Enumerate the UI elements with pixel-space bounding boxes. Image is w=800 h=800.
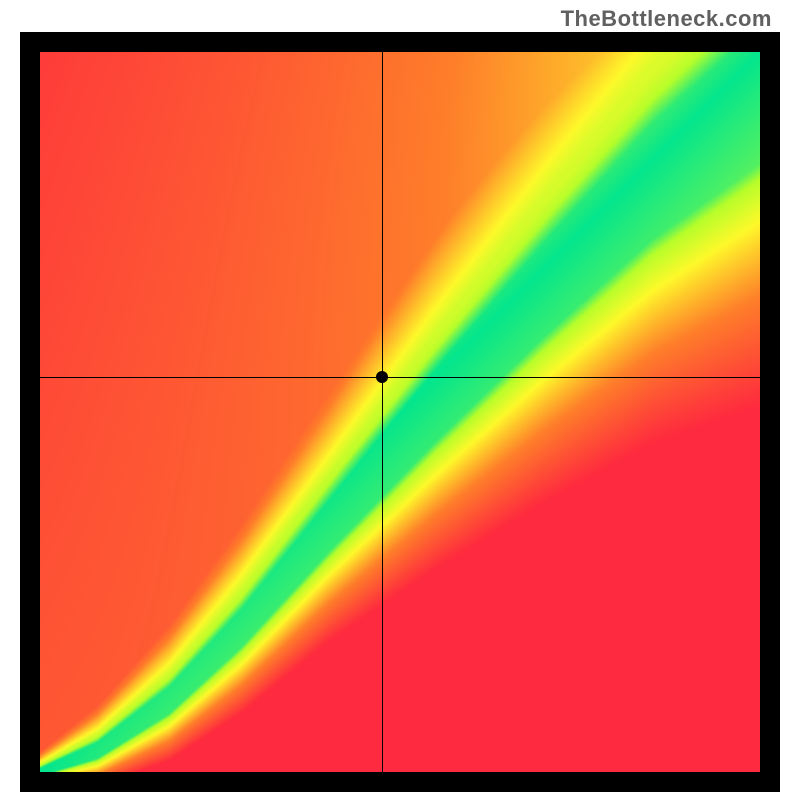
crosshair-vertical (382, 32, 383, 792)
bottleneck-heatmap (40, 52, 760, 772)
watermark: TheBottleneck.com (561, 6, 772, 32)
crosshair-marker (376, 371, 388, 383)
plot-frame (20, 32, 780, 792)
crosshair-horizontal (20, 377, 780, 378)
